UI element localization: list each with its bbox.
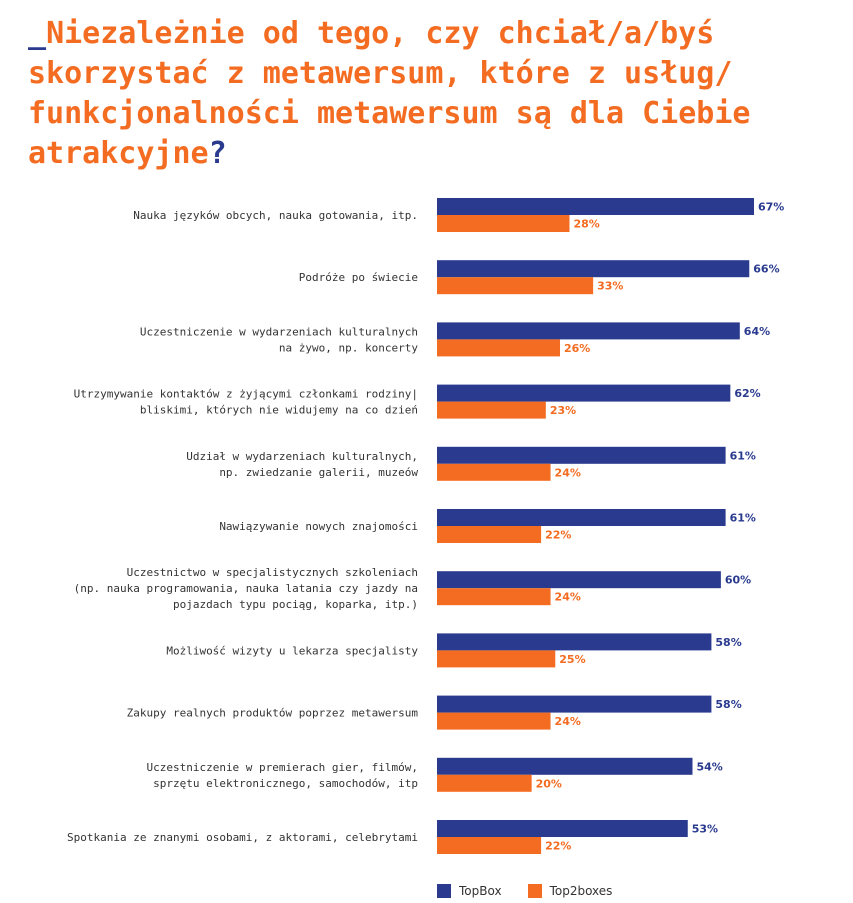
- category-label-line: Nauka języków obcych, nauka gotowania, i…: [133, 209, 418, 222]
- bar-topbox: [437, 820, 688, 837]
- bar-topbox: [437, 757, 693, 775]
- bar-topbox: [437, 509, 726, 526]
- bar-topbox: [437, 446, 726, 464]
- category-label-line: Uczestniczenie w wydarzeniach kulturalny…: [140, 325, 418, 338]
- category-label: Utrzymywanie kontaktów z żyjącymi członk…: [74, 388, 418, 417]
- value-label-topbox: 58%: [715, 636, 741, 649]
- legend-item-topbox: TopBox: [437, 884, 502, 898]
- bar-topbox: [437, 322, 740, 340]
- category-label: Udział w wydarzeniach kulturalnych, np. z…: [186, 450, 418, 479]
- value-label-topbox: 61%: [730, 512, 756, 525]
- bar-top2boxes: [437, 401, 546, 419]
- category-label: Uczestniczenie w premierach gier, filmów…: [146, 761, 418, 790]
- value-label-topbox: 64%: [744, 325, 770, 338]
- value-label-top2boxes: 25%: [559, 653, 585, 666]
- bar-top2boxes: [437, 774, 532, 792]
- legend-item-top2boxes: Top2boxes: [527, 884, 613, 898]
- bar-topbox: [437, 384, 731, 402]
- category-label: Uczestniczenie w wydarzeniach kulturalny…: [140, 325, 419, 354]
- bar-topbox: [437, 260, 750, 278]
- value-label-topbox: 53%: [692, 823, 718, 836]
- value-label-top2boxes: 22%: [545, 529, 571, 542]
- value-label-topbox: 60%: [725, 574, 751, 587]
- category-label-line: Możliwość wizyty u lekarza specjalisty: [166, 644, 418, 657]
- bar-top2boxes: [437, 650, 556, 668]
- value-label-top2boxes: 26%: [564, 342, 590, 355]
- value-label-topbox: 67%: [758, 201, 784, 214]
- category-label-line: sprzętu elektronicznego, samochodów, itp: [153, 777, 418, 790]
- category-label: Spotkania ze znanymi osobami, z aktorami…: [67, 831, 418, 844]
- legend-label-topbox: TopBox: [459, 884, 502, 898]
- value-label-top2boxes: 24%: [555, 591, 581, 604]
- category-label: Możliwość wizyty u lekarza specjalisty: [166, 644, 418, 657]
- category-label: Nawiązywanie nowych znajomości: [219, 520, 418, 533]
- title-prefix: _: [28, 16, 47, 51]
- category-label-line: Zakupy realnych produktów poprzez metawe…: [127, 707, 419, 720]
- bar-top2boxes: [437, 277, 594, 295]
- bar-top2boxes: [437, 339, 561, 357]
- category-label-line: Utrzymywanie kontaktów z żyjącymi członk…: [74, 388, 418, 401]
- bar-topbox: [437, 633, 712, 651]
- value-label-top2boxes: 24%: [555, 715, 581, 728]
- value-label-top2boxes: 24%: [555, 466, 581, 479]
- bar-top2boxes: [437, 588, 551, 606]
- bar-topbox: [437, 571, 721, 589]
- chart-title: _Niezależnie od tego, czy chciał/a/byś s…: [28, 14, 838, 174]
- value-label-topbox: 54%: [696, 760, 722, 773]
- bar-top2boxes: [437, 526, 542, 543]
- value-label-topbox: 58%: [715, 698, 741, 711]
- category-label-line: Nawiązywanie nowych znajomości: [219, 520, 418, 533]
- value-label-top2boxes: 23%: [550, 404, 576, 417]
- category-label: Nauka języków obcych, nauka gotowania, i…: [133, 209, 418, 222]
- legend-swatch-top2boxes: [527, 884, 542, 898]
- bar-top2boxes: [437, 712, 551, 730]
- category-label-line: (np. nauka programowania, nauka latania …: [74, 582, 418, 595]
- category-label: Uczestnictwo w specjalistycznych szkolen…: [74, 566, 418, 611]
- category-label-line: Podróże po świecie: [299, 271, 418, 284]
- bar-top2boxes: [437, 837, 542, 854]
- value-label-topbox: 62%: [734, 387, 760, 400]
- chart-legend: TopBox Top2boxes: [437, 884, 638, 898]
- category-label-line: Udział w wydarzeniach kulturalnych,: [186, 450, 418, 463]
- value-label-top2boxes: 22%: [545, 840, 571, 853]
- bar-topbox: [437, 198, 754, 215]
- category-label-line: Spotkania ze znanymi osobami, z aktorami…: [67, 831, 418, 844]
- bar-topbox: [437, 695, 712, 713]
- title-suffix: ?: [208, 136, 227, 171]
- category-label-line: bliskimi, których nie widujemy na co dzi…: [140, 404, 418, 417]
- bar-top2boxes: [437, 463, 551, 481]
- bar-chart: Nauka języków obcych, nauka gotowania, i…: [67, 198, 784, 854]
- legend-swatch-topbox: [437, 884, 451, 898]
- bar-top2boxes: [437, 215, 570, 232]
- title-text: Niezależnie od tego, czy chciał/a/byś sk…: [28, 16, 751, 171]
- category-label-line: np. zwiedzanie galerii, muzeów: [219, 466, 418, 479]
- category-label: Podróże po świecie: [299, 271, 418, 284]
- category-label-line: pojazdach typu pociąg, koparka, itp.): [173, 598, 418, 611]
- category-label: Zakupy realnych produktów poprzez metawe…: [127, 707, 419, 720]
- value-label-top2boxes: 20%: [536, 777, 562, 790]
- value-label-top2boxes: 33%: [597, 280, 623, 293]
- category-label-line: Uczestnictwo w specjalistycznych szkolen…: [127, 566, 418, 579]
- legend-label-top2boxes: Top2boxes: [549, 884, 613, 898]
- value-label-topbox: 66%: [753, 263, 779, 276]
- value-label-topbox: 61%: [730, 449, 756, 462]
- value-label-top2boxes: 28%: [573, 218, 599, 231]
- category-label-line: na żywo, np. koncerty: [279, 341, 418, 354]
- category-label-line: Uczestniczenie w premierach gier, filmów…: [146, 761, 418, 774]
